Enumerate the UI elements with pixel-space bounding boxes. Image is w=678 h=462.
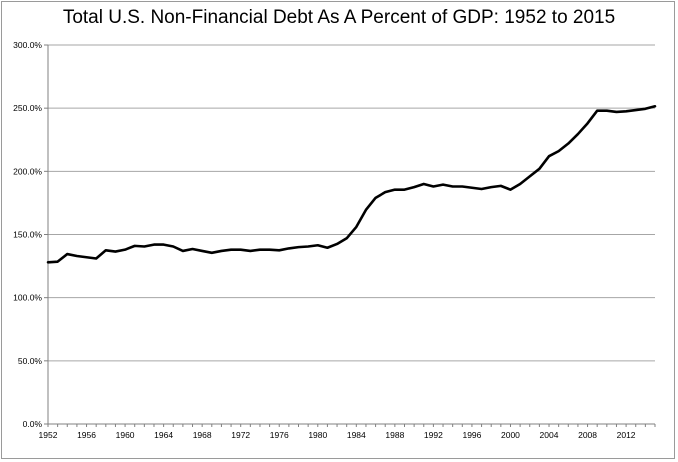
x-tick-label-4: 1968	[193, 430, 212, 440]
y-tick-label-6: 300.0%	[13, 40, 42, 50]
x-tick-label-10: 1992	[424, 430, 443, 440]
y-tick-label-3: 150.0%	[13, 230, 42, 240]
x-tick-label-8: 1984	[347, 430, 366, 440]
series-line-0	[46, 104, 657, 264]
y-tick-label-0: 0.0%	[23, 419, 43, 429]
y-tick-label-4: 200.0%	[13, 166, 42, 176]
x-tick-label-14: 2008	[578, 430, 597, 440]
x-tick-label-9: 1988	[385, 430, 404, 440]
x-tick-label-3: 1964	[154, 430, 173, 440]
x-tick-label-1: 1956	[77, 430, 96, 440]
x-tick-label-13: 2004	[540, 430, 559, 440]
x-tick-label-6: 1976	[270, 430, 289, 440]
x-tick-label-2: 1960	[116, 430, 135, 440]
x-tick-label-7: 1980	[308, 430, 327, 440]
y-tick-label-2: 100.0%	[13, 293, 42, 303]
x-tick-label-15: 2012	[617, 430, 636, 440]
x-tick-label-5: 1972	[231, 430, 250, 440]
y-tick-label-5: 250.0%	[13, 103, 42, 113]
chart-title: Total U.S. Non-Financial Debt As A Perce…	[62, 7, 616, 28]
x-tick-label-0: 1952	[39, 430, 58, 440]
y-tick-label-1: 50.0%	[18, 356, 43, 366]
x-tick-label-11: 1996	[462, 430, 481, 440]
x-tick-label-12: 2000	[501, 430, 520, 440]
